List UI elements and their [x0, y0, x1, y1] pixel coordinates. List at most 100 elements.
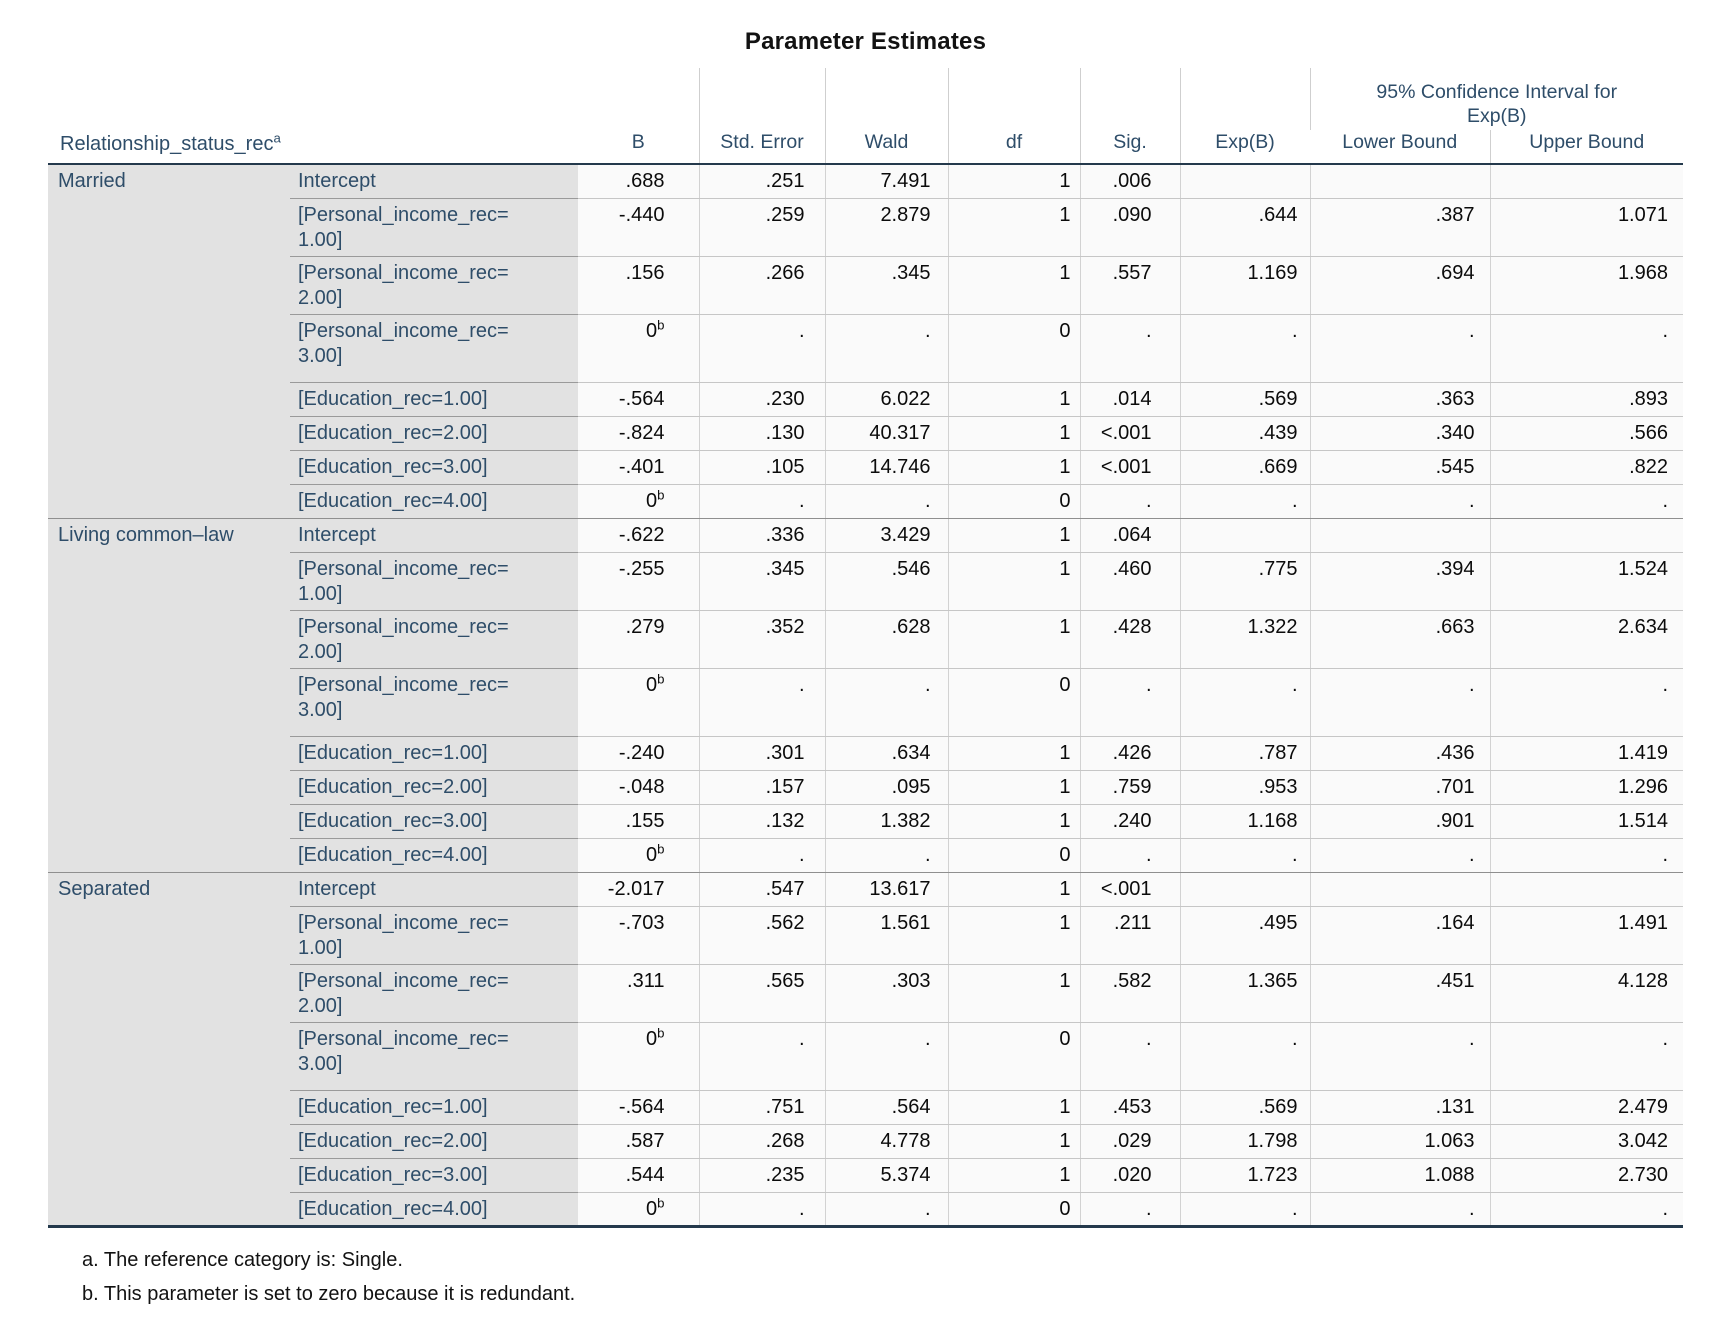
parameter-label: [Personal_income_rec=2.00] [290, 964, 578, 1023]
column-header-wald: Wald [824, 68, 948, 165]
value-cell [1309, 872, 1490, 907]
value-cell: <.001 [1079, 416, 1180, 451]
parameter-label: [Personal_income_rec=1.00] [290, 552, 578, 611]
value-cell: .090 [1079, 198, 1180, 257]
value-cell: 1 [947, 1158, 1080, 1193]
parameter-label: [Education_rec=4.00] [290, 838, 578, 873]
value-cell: 1 [947, 906, 1080, 965]
value-cell: 0b [578, 668, 699, 737]
parameter-estimates-table: Relationship_status_reca B Std. Error Wa… [48, 68, 1683, 1228]
value-cell: .426 [1079, 736, 1180, 771]
value-cell: 0 [947, 314, 1080, 383]
value-cell: 1.524 [1489, 552, 1683, 611]
value-cell: .669 [1179, 450, 1310, 485]
value-cell: 1.514 [1489, 804, 1683, 839]
value-cell: 1 [947, 164, 1080, 199]
table-row: [Personal_income_rec=3.00] 0b.. 0.... [48, 314, 1683, 383]
value-cell: .095 [824, 770, 948, 805]
value-cell: . [1489, 1022, 1683, 1091]
footnotes: a. The reference category is: Single. b.… [82, 1243, 1683, 1311]
table-row: [Education_rec=4.00] 0b.. 0.... [48, 838, 1683, 873]
value-cell: 3.429 [824, 518, 948, 553]
value-cell: 1.063 [1309, 1124, 1490, 1159]
value-cell: .164 [1309, 906, 1490, 965]
row-header-label: Relationship_status_reca [48, 68, 578, 165]
value-cell: .132 [698, 804, 825, 839]
value-cell [1489, 518, 1683, 553]
column-header-sig: Sig. [1079, 68, 1180, 165]
value-cell: .131 [1309, 1090, 1490, 1125]
table-row: [Education_rec=3.00] -.401.105 14.746 1 <.00… [48, 450, 1683, 485]
table-row: [Education_rec=4.00] 0b.. 0.... [48, 1192, 1683, 1228]
value-cell: . [1489, 668, 1683, 737]
value-cell: 7.491 [824, 164, 948, 199]
value-cell: . [698, 838, 825, 873]
value-cell: 3.042 [1489, 1124, 1683, 1159]
value-cell: .311 [578, 964, 699, 1023]
value-cell: .029 [1079, 1124, 1180, 1159]
value-cell: 1.723 [1179, 1158, 1310, 1193]
value-cell: . [1079, 314, 1180, 383]
value-cell: .634 [824, 736, 948, 771]
value-cell: .557 [1079, 256, 1180, 315]
value-cell: 0b [578, 314, 699, 383]
value-cell: . [1309, 314, 1490, 383]
value-cell: .564 [824, 1090, 948, 1125]
table-row: Married Intercept .688.251 7.491 1.006 [48, 164, 1683, 519]
value-cell: . [1179, 668, 1310, 737]
value-cell: . [1309, 1192, 1490, 1228]
value-cell: -.824 [578, 416, 699, 451]
value-cell: . [1179, 838, 1310, 873]
value-cell: .644 [1179, 198, 1310, 257]
value-cell: .211 [1079, 906, 1180, 965]
value-cell: 1 [947, 770, 1080, 805]
value-cell: -2.017 [578, 872, 699, 907]
value-cell: 0 [947, 1022, 1080, 1091]
group-label: Married [48, 164, 290, 519]
table-row: [Education_rec=2.00] -.048.157.095 1.759.9… [48, 770, 1683, 805]
value-cell: 13.617 [824, 872, 948, 907]
value-cell: .688 [578, 164, 699, 199]
value-cell: . [1309, 838, 1490, 873]
value-cell: 1.491 [1489, 906, 1683, 965]
value-cell: .251 [698, 164, 825, 199]
value-cell: . [1489, 484, 1683, 519]
value-cell: .235 [698, 1158, 825, 1193]
value-cell: 1.365 [1179, 964, 1310, 1023]
value-cell: 1 [947, 552, 1080, 611]
parameter-label: [Personal_income_rec=1.00] [290, 906, 578, 965]
value-cell: . [698, 1192, 825, 1228]
value-cell: 0b [578, 1192, 699, 1228]
value-cell: 1.798 [1179, 1124, 1310, 1159]
value-cell: 1.561 [824, 906, 948, 965]
value-cell: . [698, 668, 825, 737]
table-row: Separated Intercept -2.017.547 13.617 1 <.001 [48, 872, 1683, 1228]
value-cell: 0 [947, 668, 1080, 737]
value-cell: .268 [698, 1124, 825, 1159]
value-cell: -.255 [578, 552, 699, 611]
value-cell: . [1489, 1192, 1683, 1228]
parameter-label: Intercept [290, 164, 578, 199]
value-cell: 2.634 [1489, 610, 1683, 669]
value-cell: .064 [1079, 518, 1180, 553]
table-row: [Personal_income_rec=2.00] .156.266.345 1.… [48, 256, 1683, 315]
value-cell: .439 [1179, 416, 1310, 451]
group-label: Separated [48, 872, 290, 1228]
column-header-exp-b: Exp(B) [1179, 68, 1310, 165]
parameter-label: [Education_rec=1.00] [290, 382, 578, 417]
value-cell: 1 [947, 416, 1080, 451]
value-cell: <.001 [1079, 450, 1180, 485]
table-row: [Personal_income_rec=3.00] 0b.. 0.... [48, 668, 1683, 737]
parameter-label: [Personal_income_rec=2.00] [290, 610, 578, 669]
parameter-estimates-report: Parameter Estimates Relationship_status_… [48, 28, 1683, 1311]
value-cell: 1.382 [824, 804, 948, 839]
value-cell: .582 [1079, 964, 1180, 1023]
footnote-b: b. This parameter is set to zero because… [82, 1282, 576, 1305]
value-cell: .345 [698, 552, 825, 611]
value-cell: .240 [1079, 804, 1180, 839]
value-cell: .352 [698, 610, 825, 669]
value-cell: .759 [1079, 770, 1180, 805]
value-cell: 1.169 [1179, 256, 1310, 315]
value-cell: 2.479 [1489, 1090, 1683, 1125]
